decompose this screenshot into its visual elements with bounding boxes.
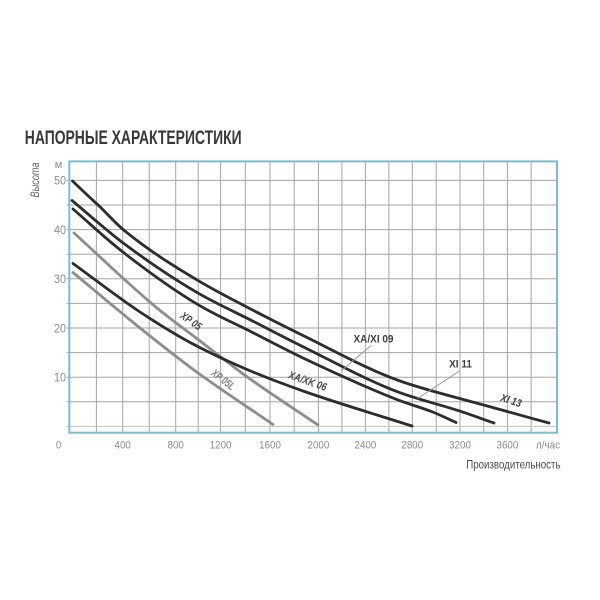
svg-text:XA/XK 06: XA/XK 06 bbox=[286, 369, 329, 394]
svg-text:Высота: Высота bbox=[29, 162, 43, 197]
svg-text:Производительность: Производительность bbox=[466, 459, 561, 472]
svg-text:30: 30 bbox=[54, 274, 66, 287]
svg-text:л/час: л/час bbox=[536, 440, 560, 452]
svg-text:0: 0 bbox=[56, 440, 62, 452]
svg-text:50: 50 bbox=[54, 175, 66, 188]
svg-text:1600: 1600 bbox=[259, 440, 281, 452]
svg-text:2400: 2400 bbox=[355, 440, 377, 452]
svg-text:2800: 2800 bbox=[401, 440, 423, 452]
svg-text:XI 11: XI 11 bbox=[449, 358, 472, 371]
svg-text:1200: 1200 bbox=[210, 440, 232, 452]
svg-text:м: м bbox=[55, 159, 63, 171]
svg-text:3600: 3600 bbox=[497, 440, 519, 452]
svg-text:400: 400 bbox=[115, 440, 132, 452]
svg-text:XP 05: XP 05 bbox=[177, 310, 204, 334]
svg-text:800: 800 bbox=[168, 440, 185, 452]
svg-text:2000: 2000 bbox=[308, 440, 330, 452]
svg-text:10: 10 bbox=[54, 372, 66, 385]
svg-text:40: 40 bbox=[54, 224, 66, 237]
svg-text:20: 20 bbox=[54, 323, 66, 336]
svg-text:НАПОРНЫЕ ХАРАКТЕРИСТИКИ: НАПОРНЫЕ ХАРАКТЕРИСТИКИ bbox=[25, 127, 242, 149]
svg-text:3200: 3200 bbox=[449, 440, 471, 452]
svg-text:XA/XI 09: XA/XI 09 bbox=[353, 333, 393, 346]
svg-text:XI 13: XI 13 bbox=[498, 392, 523, 410]
